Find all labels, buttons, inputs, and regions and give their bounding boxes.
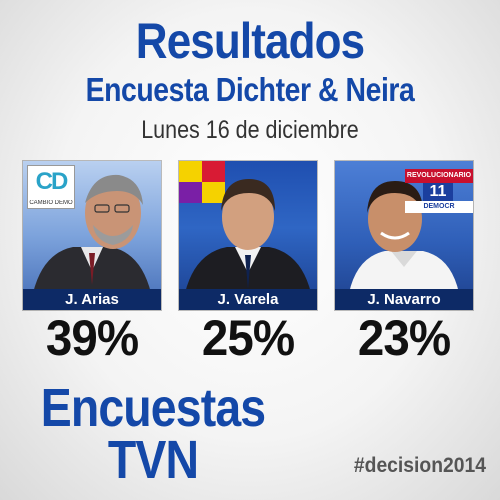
candidate-percent: 39% [45, 310, 139, 366]
party-logo-bottom: DEMOCR [405, 201, 473, 213]
title: Resultados [135, 13, 365, 69]
panamenista-flag-icon [179, 161, 225, 203]
cambio-democratico-logo-icon: CD CAMBIO DEMO [27, 165, 75, 209]
prd-logo-icon: REVOLUCIONARIO 11 DEMOCR [405, 169, 473, 219]
party-logo-top: REVOLUCIONARIO [405, 169, 473, 183]
subtitle: Encuesta Dichter & Neira [85, 71, 415, 108]
date-label: Lunes 16 de diciembre [141, 116, 359, 144]
candidate-card-navarro: REVOLUCIONARIO 11 DEMOCR J. Navarro [335, 161, 473, 310]
candidate-percent: 25% [201, 310, 295, 366]
candidate-photo-varela [185, 179, 311, 293]
candidate-card-varela: J. Varela [179, 161, 317, 310]
candidate-percent: 23% [357, 310, 451, 366]
candidate-photo-arias [33, 174, 151, 293]
party-logo-subtext: CAMBIO DEMO [29, 200, 73, 206]
candidate-name: J. Arias [23, 289, 161, 310]
party-logo-text: CD [35, 168, 69, 195]
candidate-name: J. Varela [179, 289, 317, 310]
hashtag: #decision2014 [353, 454, 486, 477]
candidate-name: J. Navarro [335, 289, 473, 310]
brand-line-1: Encuestas [40, 378, 266, 438]
brand-line-2: TVN [107, 430, 199, 490]
party-logo-number: 11 [423, 183, 453, 201]
candidate-card-arias: CD CAMBIO DEMO J. Arias [23, 161, 161, 310]
